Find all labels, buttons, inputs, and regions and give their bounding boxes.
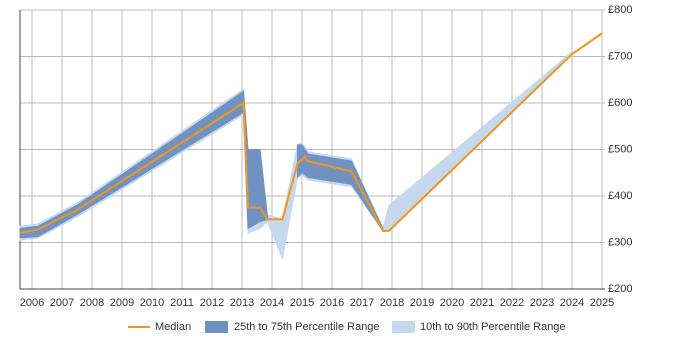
y-tick-label: £700 [608, 50, 632, 62]
x-tick-label: 2021 [470, 297, 494, 309]
y-tick-label: £600 [608, 97, 632, 109]
x-tick-label: 2011 [170, 297, 194, 309]
x-tick-label: 2017 [350, 297, 374, 309]
x-tick-label: 2023 [530, 297, 554, 309]
band [19, 50, 573, 261]
y-tick-label: £200 [608, 283, 632, 295]
x-tick-label: 2006 [20, 297, 44, 309]
x-tick-label: 2008 [80, 297, 104, 309]
x-tick-label: 2010 [140, 297, 164, 309]
x-tick-label: 2016 [320, 297, 344, 309]
legend-swatch [205, 321, 228, 333]
legend-label: 10th to 90th Percentile Range [420, 321, 566, 333]
y-tick-label: £500 [608, 143, 632, 155]
x-tick-label: 2018 [380, 297, 404, 309]
x-tick-label: 2022 [500, 297, 524, 309]
x-tick-label: 2025 [590, 297, 614, 309]
x-tick-label: 2013 [230, 297, 254, 309]
x-tick-label: 2014 [260, 297, 284, 309]
legend-swatch [392, 321, 415, 333]
legend-label: Median [155, 321, 191, 333]
x-tick-label: 2020 [440, 297, 464, 309]
median-line [19, 32, 603, 235]
x-tick-label: 2015 [290, 297, 314, 309]
x-tick-label: 2024 [560, 297, 584, 309]
y-tick-label: £400 [608, 190, 632, 202]
legend-label: 25th to 75th Percentile Range [234, 321, 380, 333]
x-tick-label: 2019 [410, 297, 434, 309]
y-tick-label: £800 [608, 4, 632, 16]
band [19, 90, 268, 239]
x-tick-label: 2009 [110, 297, 134, 309]
x-tick-label: 2007 [50, 297, 74, 309]
x-tick-label: 2012 [200, 297, 224, 309]
y-tick-label: £300 [608, 236, 632, 248]
